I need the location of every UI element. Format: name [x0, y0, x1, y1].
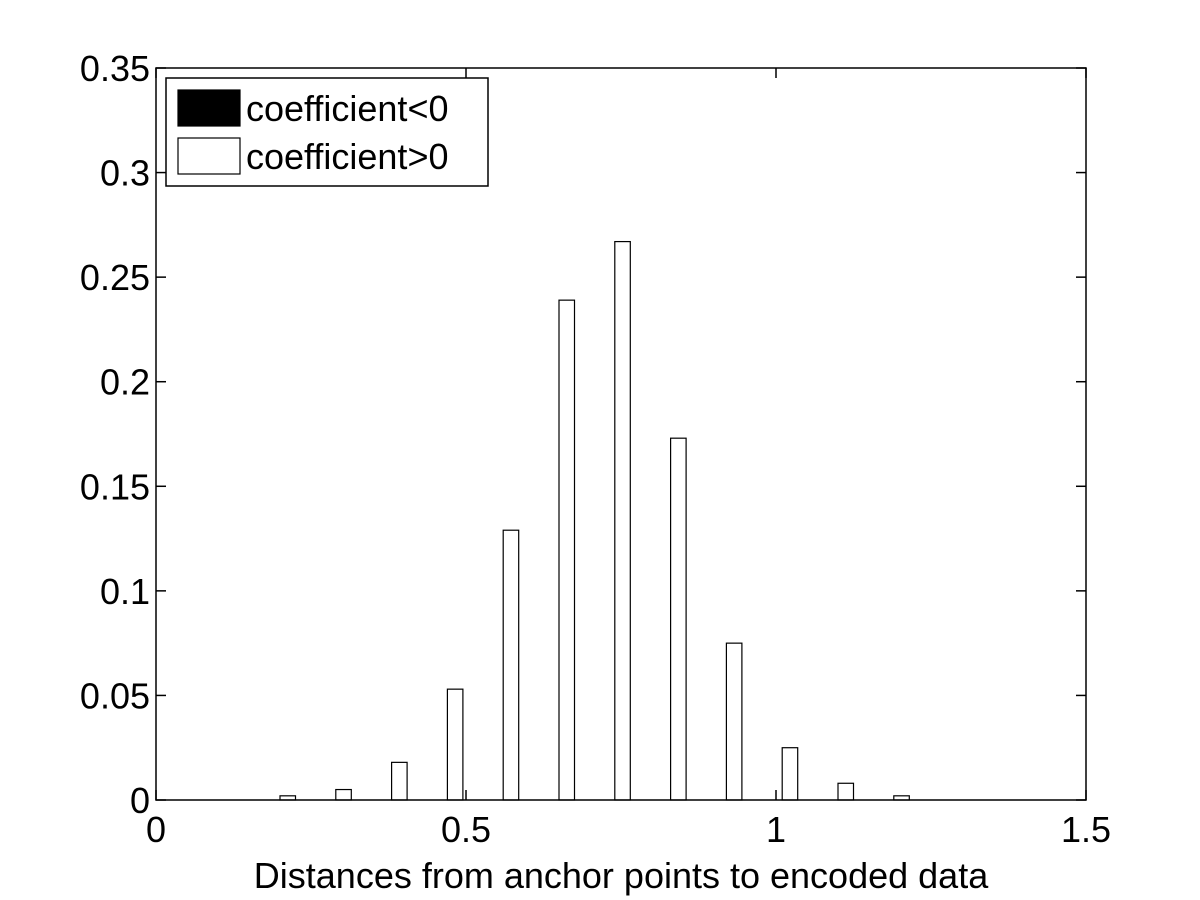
x-tick-label: 0 — [146, 809, 166, 850]
y-tick-label: 0.25 — [80, 257, 150, 298]
bar-coefficient-0-7 — [669, 437, 687, 801]
y-tick-label: 0.15 — [80, 466, 150, 507]
x-tick-label: 1 — [766, 809, 786, 850]
legend: coefficient<0 coefficient>0 — [165, 77, 489, 187]
bar-coefficient-0-6 — [614, 240, 631, 801]
legend-entries: coefficient<0 coefficient>0 — [177, 88, 448, 177]
y-tick-label: 0 — [130, 780, 150, 821]
bar-coefficient-0-4 — [502, 529, 520, 801]
bar-coefficient-0-1 — [335, 788, 352, 801]
bar-coefficient-0-9 — [781, 747, 799, 801]
ticks-layer — [155, 67, 1087, 801]
legend-swatch — [177, 89, 241, 127]
y-tick-label: 0.35 — [80, 48, 150, 89]
plot-area-frame — [155, 67, 1087, 801]
bar-coefficient-0-2 — [391, 761, 408, 801]
y-tick-label: 0.3 — [100, 153, 150, 194]
y-tick-label: 0.05 — [80, 675, 150, 716]
x-axis-label: Distances from anchor points to encoded … — [254, 855, 989, 896]
tick-labels-layer: 0 0.5 1 1.5 0 0.05 0.1 0.15 0.2 0.25 0.3 0.35 — [80, 48, 1111, 850]
bars-layer — [279, 240, 910, 801]
y-tick-label: 0.2 — [100, 362, 150, 403]
x-tick-label: 1.5 — [1061, 809, 1111, 850]
bar-coefficient-0-5 — [558, 299, 576, 801]
legend-label: coefficient>0 — [246, 136, 448, 177]
x-tick-label: 0.5 — [441, 809, 491, 850]
bar-coefficient-0-3 — [446, 688, 464, 801]
bar-coefficient-0-10 — [837, 782, 855, 801]
y-tick-label: 0.1 — [100, 571, 150, 612]
legend-label: coefficient<0 — [246, 88, 448, 129]
legend-swatch — [177, 137, 241, 175]
bar-coefficient-0-8 — [725, 642, 743, 801]
